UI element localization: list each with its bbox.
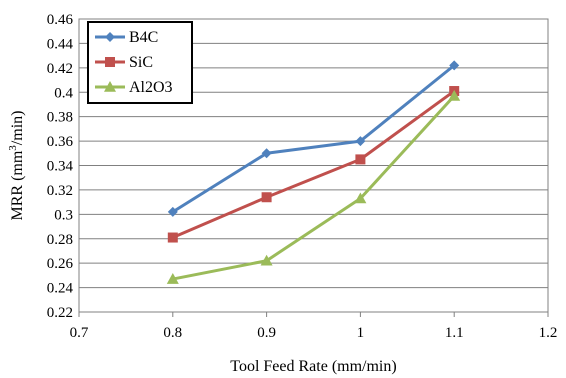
legend: B4C SiC Al2O3 [87, 21, 193, 104]
x-tick-label: 1.2 [539, 325, 558, 341]
y-tick-label: 0.32 [47, 183, 73, 199]
x-tick-label: 0.7 [70, 325, 89, 341]
point-sic [261, 192, 272, 203]
point-b4c [355, 136, 366, 147]
y-tick-label: 0.36 [47, 134, 74, 150]
point-b4c [261, 148, 272, 159]
y-axis-label-sup: 3 [7, 145, 19, 151]
x-tick-label: 0.8 [163, 325, 182, 341]
y-axis-label-end: /min) [9, 111, 26, 146]
point-b4c [449, 60, 460, 71]
point-sic [355, 154, 366, 165]
series-sic [167, 86, 460, 243]
y-tick-label: 0.22 [47, 305, 73, 321]
point-al2o3 [354, 192, 367, 204]
y-axis-label: MRR (mm3/min) [7, 111, 26, 221]
x-tick-label: 0.9 [257, 325, 276, 341]
legend-label-al2o3: Al2O3 [129, 79, 173, 96]
series-line-al2o3 [172, 94, 456, 281]
legend-marker-sic [105, 57, 115, 67]
plot-area-border [78, 18, 549, 313]
y-tick-label: 0.3 [54, 207, 73, 223]
y-tick-label: 0.46 [47, 12, 74, 28]
series-al2o3 [166, 89, 461, 284]
point-sic [167, 232, 178, 243]
series-b4c [167, 60, 460, 217]
x-axis-label: Tool Feed Rate (mm/min) [230, 358, 396, 375]
y-tick-label: 0.24 [47, 281, 74, 297]
legend-label-b4c: B4C [129, 29, 158, 46]
point-b4c [167, 206, 178, 217]
x-tick-label: 1.1 [445, 325, 464, 341]
series-line-sic [172, 89, 456, 239]
y-tick-label: 0.42 [47, 61, 73, 77]
y-tick-label: 0.34 [47, 159, 74, 175]
legend-label-sic: SiC [129, 54, 153, 71]
y-tick-label: 0.26 [47, 256, 74, 272]
series-line-b4c [172, 64, 456, 214]
x-tick-labels: 0.7 0.8 0.9 1 1.1 1.2 [70, 325, 558, 341]
point-al2o3 [260, 254, 273, 266]
point-al2o3 [448, 89, 461, 101]
legend-marker-al2o3 [104, 81, 116, 92]
y-tick-labels: 0.22 0.24 0.26 0.28 0.3 0.32 0.34 0.36 0.38 0.4 0.… [47, 12, 74, 321]
point-al2o3 [166, 273, 179, 284]
y-tick-label: 0.28 [47, 232, 73, 248]
legend-marker-b4c [105, 32, 115, 42]
y-tick-label: 0.4 [54, 85, 73, 101]
x-tick-label: 1 [357, 325, 365, 341]
y-axis-label-main: MRR (mm [9, 150, 26, 220]
y-tick-label: 0.44 [47, 36, 74, 52]
series-group [166, 60, 461, 284]
y-tick-label: 0.38 [47, 110, 73, 126]
